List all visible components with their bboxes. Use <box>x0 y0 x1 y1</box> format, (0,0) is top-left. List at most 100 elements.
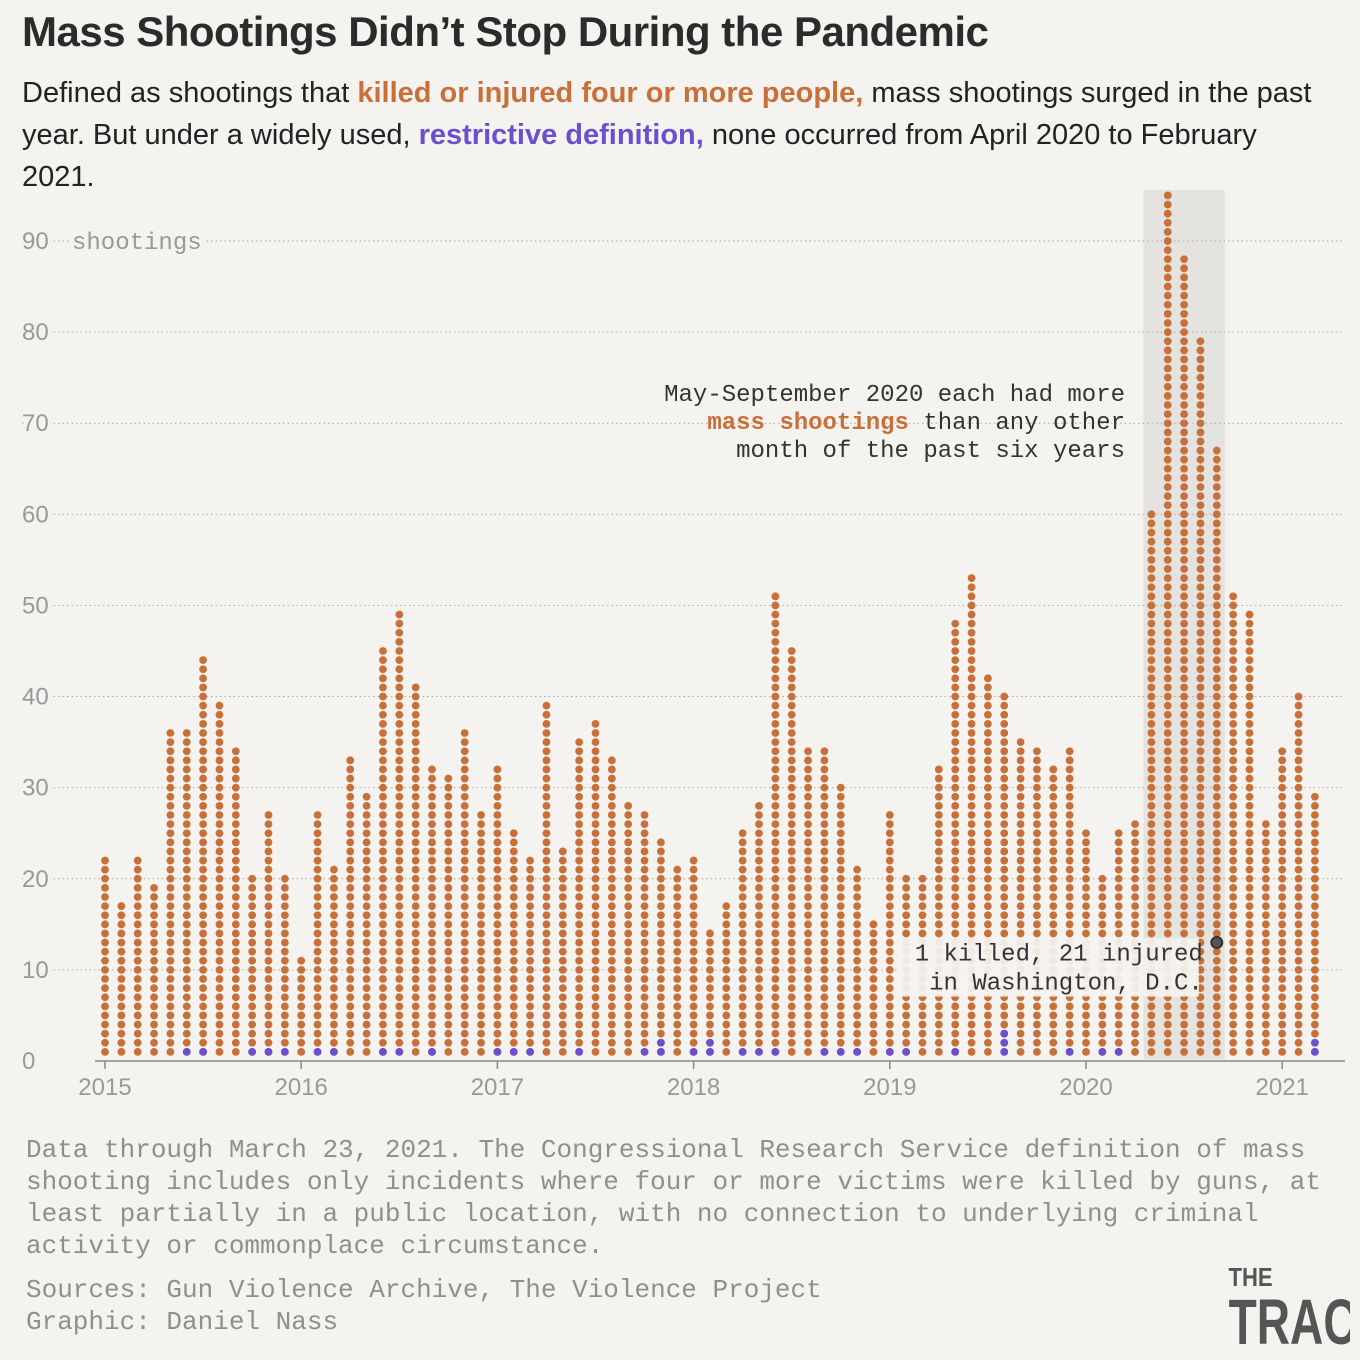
dot <box>1212 929 1221 938</box>
dot <box>330 883 338 892</box>
dot <box>1311 1029 1319 1038</box>
dot-column <box>624 801 633 1056</box>
dot <box>1000 692 1009 701</box>
dot-column <box>1000 1029 1009 1056</box>
dot <box>918 1038 927 1047</box>
dot <box>1082 893 1090 901</box>
dot <box>1082 1047 1090 1056</box>
dot <box>1229 893 1238 901</box>
dot <box>199 865 208 874</box>
dot <box>967 792 976 801</box>
dot <box>1245 674 1254 683</box>
dot <box>231 956 240 965</box>
dot <box>101 975 109 983</box>
dot <box>362 856 371 865</box>
dot <box>117 956 126 965</box>
dot <box>804 811 812 819</box>
dot <box>1000 701 1009 710</box>
dot <box>493 1002 502 1011</box>
dot <box>624 856 633 865</box>
dot <box>787 692 796 701</box>
dot <box>1245 792 1254 801</box>
dot <box>182 911 191 920</box>
dot <box>885 1020 894 1029</box>
dot <box>738 975 747 983</box>
dot <box>133 929 142 938</box>
dot <box>313 975 322 983</box>
dot <box>166 993 175 1002</box>
dot <box>624 984 633 993</box>
dot <box>526 1047 534 1056</box>
dot <box>1180 902 1188 911</box>
dot <box>934 829 943 838</box>
dot <box>1163 865 1172 874</box>
dot <box>280 893 289 901</box>
dot <box>673 1002 682 1011</box>
dot <box>526 1038 534 1047</box>
dot <box>330 874 338 883</box>
dot <box>575 1038 584 1047</box>
dot <box>1016 756 1025 765</box>
dot <box>330 938 338 947</box>
dot <box>199 911 208 920</box>
dot <box>984 820 992 829</box>
dot <box>542 820 551 829</box>
dot <box>1082 1011 1090 1020</box>
dot <box>1163 610 1172 619</box>
dot <box>1180 911 1188 920</box>
x-tick-label: 2016 <box>275 1074 328 1101</box>
dot <box>1147 565 1156 573</box>
dot <box>411 747 420 756</box>
dot <box>231 783 240 792</box>
dot <box>558 1020 567 1029</box>
dot <box>1229 729 1238 737</box>
dot <box>836 956 845 965</box>
dot <box>967 874 976 883</box>
dot <box>182 774 191 783</box>
dot <box>182 801 191 810</box>
dot <box>362 1011 371 1020</box>
dot <box>542 856 551 865</box>
dot <box>411 838 420 847</box>
dot <box>215 765 224 774</box>
dot <box>1147 738 1156 747</box>
dot <box>738 929 747 938</box>
dot <box>117 1002 126 1011</box>
dot <box>934 783 943 792</box>
dot <box>1114 911 1123 920</box>
dot <box>984 756 992 765</box>
dot <box>1000 801 1009 810</box>
dot <box>804 801 812 810</box>
dot <box>771 647 780 655</box>
dot <box>607 774 616 783</box>
dot <box>689 975 698 983</box>
dot <box>477 847 485 856</box>
dot <box>460 1047 469 1056</box>
dot <box>1033 1020 1041 1029</box>
dot <box>101 920 109 929</box>
dot <box>984 710 992 719</box>
dot <box>1212 975 1221 983</box>
dot <box>1196 473 1205 482</box>
dot <box>1131 1002 1139 1011</box>
dot <box>133 920 142 929</box>
dot <box>755 1047 763 1056</box>
dot <box>1294 956 1303 965</box>
dot <box>542 792 551 801</box>
dot <box>934 1011 943 1020</box>
dot <box>395 1047 404 1056</box>
dot <box>738 829 747 838</box>
sources: Sources: Gun Violence Archive, The Viole… <box>26 1274 822 1338</box>
dot <box>1196 455 1205 464</box>
dot <box>248 902 257 911</box>
dot <box>787 811 796 819</box>
dot <box>591 838 600 847</box>
dot <box>575 956 584 965</box>
dot <box>411 710 420 719</box>
dot <box>542 1047 551 1056</box>
dot <box>1163 628 1172 637</box>
dot <box>182 838 191 847</box>
dot <box>820 874 829 883</box>
dot <box>755 965 763 974</box>
dot <box>624 965 633 974</box>
